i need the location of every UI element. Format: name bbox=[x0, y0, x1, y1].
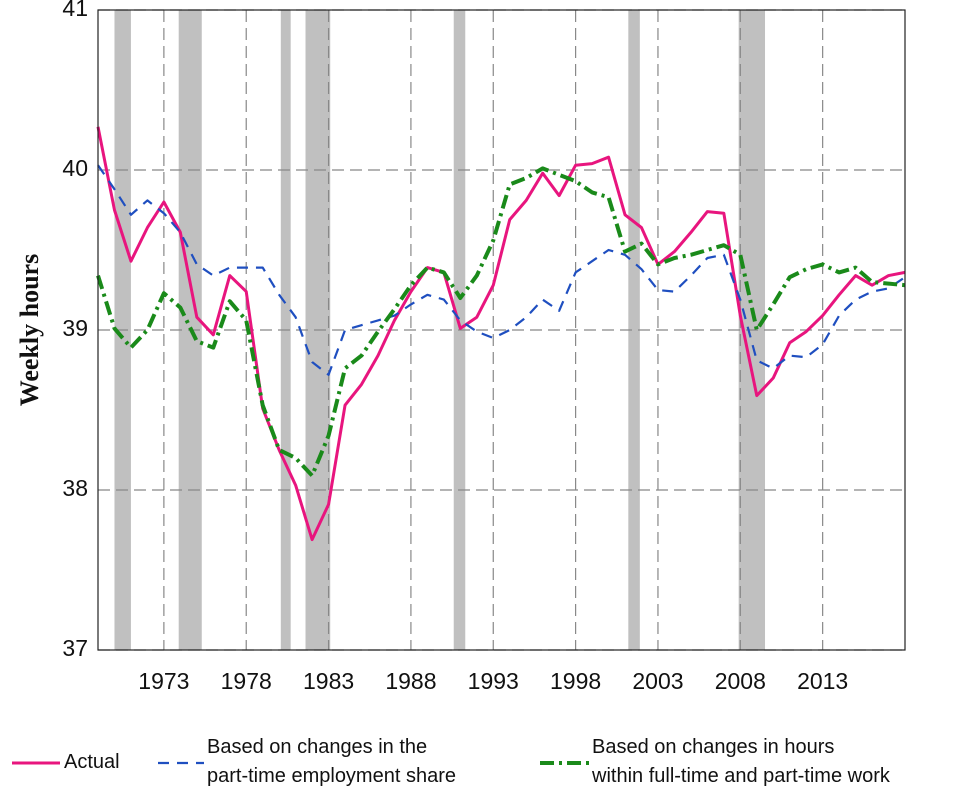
x-tick-label: 1973 bbox=[138, 668, 189, 694]
x-tick-label: 1978 bbox=[221, 668, 272, 694]
recession-band bbox=[628, 10, 640, 650]
x-tick-label: 1998 bbox=[550, 668, 601, 694]
series-line bbox=[96, 166, 906, 478]
x-tick-label: 1993 bbox=[468, 668, 519, 694]
series-line bbox=[96, 126, 906, 542]
y-tick-label: 41 bbox=[62, 0, 88, 21]
x-tick-label: 2003 bbox=[632, 668, 683, 694]
legend-label: Actual bbox=[64, 751, 120, 773]
x-tick-label: 1983 bbox=[303, 668, 354, 694]
y-tick-label: 40 bbox=[62, 155, 88, 181]
legend-label: Based on changes in hours within full-ti… bbox=[592, 736, 890, 787]
x-tick-label: 2013 bbox=[797, 668, 848, 694]
legend-label: Based on changes in the part-time employ… bbox=[207, 736, 456, 787]
y-tick-label: 39 bbox=[62, 315, 88, 341]
x-tick-label: 2008 bbox=[715, 668, 766, 694]
x-tick-label: 1988 bbox=[385, 668, 436, 694]
y-tick-label: 38 bbox=[62, 475, 88, 501]
y-axis-label: Weekly hours bbox=[15, 254, 44, 406]
series-line bbox=[97, 164, 906, 376]
plot-frame bbox=[97, 9, 906, 651]
y-tick-label: 37 bbox=[62, 635, 88, 661]
